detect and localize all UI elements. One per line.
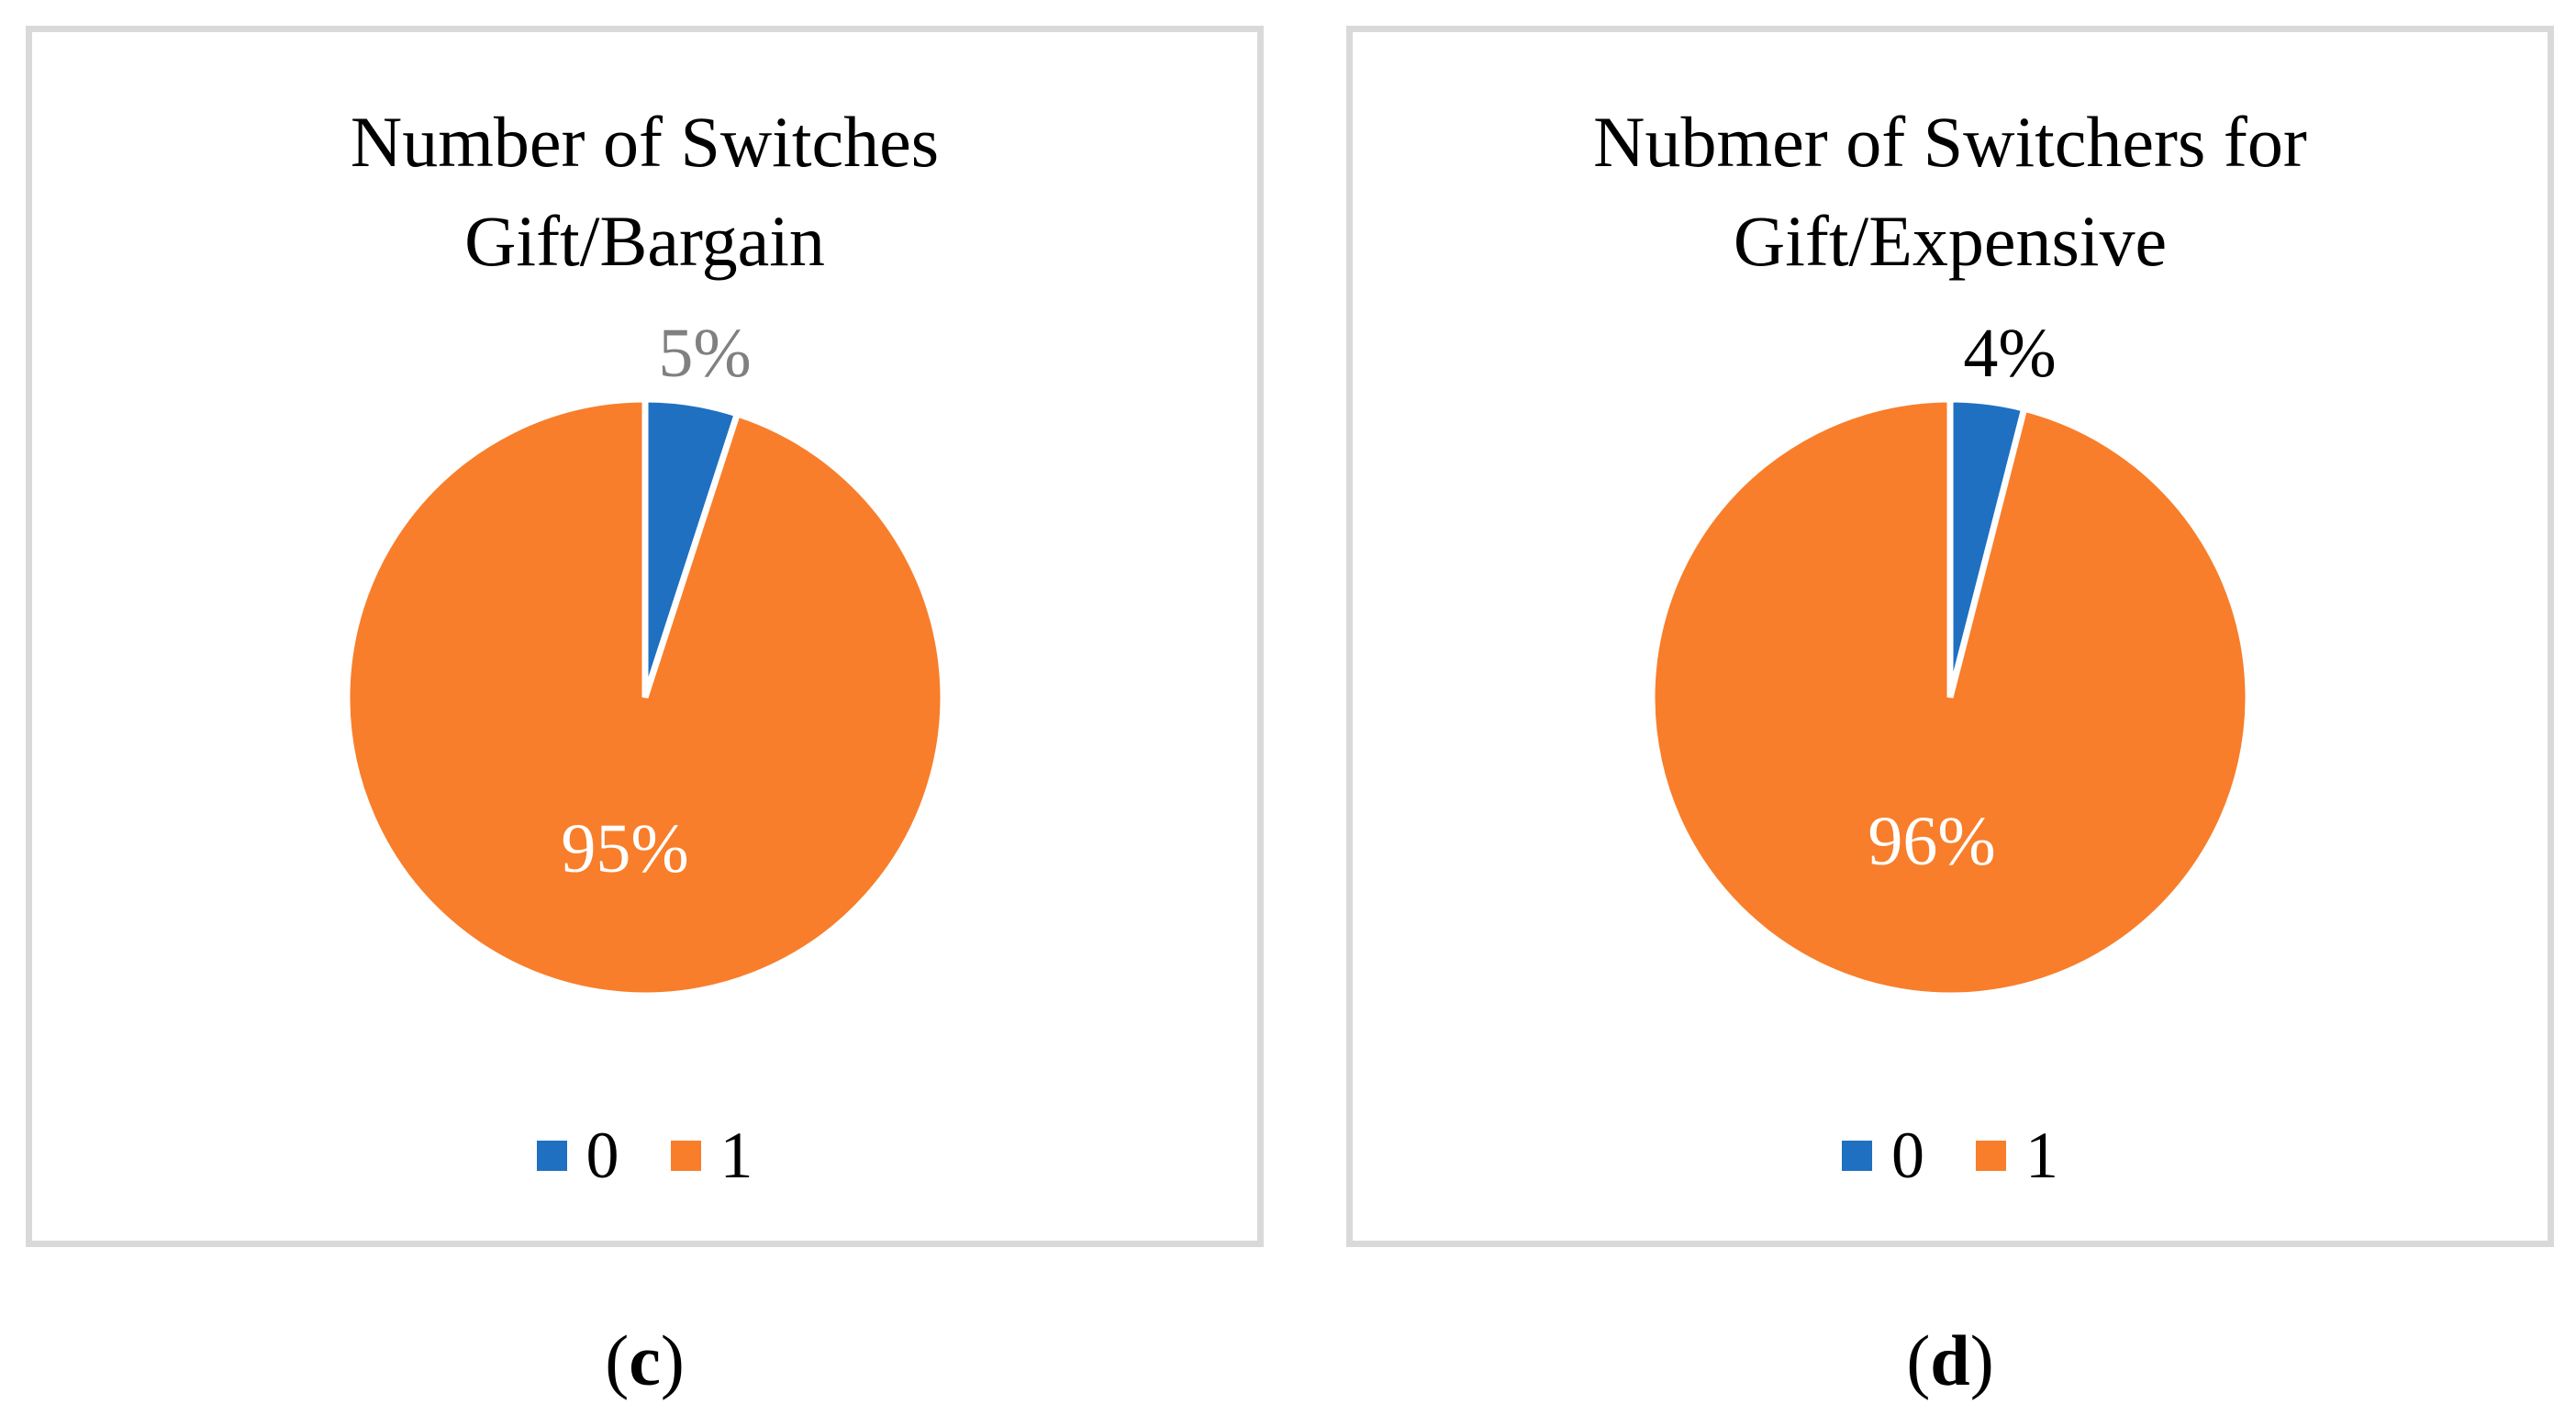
legend-swatch-blue	[1842, 1140, 1872, 1171]
chart-title-c-line1: Number of Switches	[350, 102, 940, 182]
chart-panel-c: Number of Switches Gift/Bargain 5% 95% 0…	[26, 26, 1264, 1247]
chart-title-d-line2: Gift/Expensive	[1733, 201, 2168, 281]
data-label-d-small-slice: 4%	[1963, 315, 2056, 392]
legend-swatch-orange	[670, 1140, 701, 1171]
pie-slice-c-1	[343, 396, 946, 999]
pie-slice-d-1	[1648, 396, 2252, 999]
chart-title-c: Number of Switches Gift/Bargain	[32, 93, 1257, 291]
caption-letter: d	[1930, 1320, 1970, 1400]
legend-item-c-1: 1	[670, 1119, 753, 1192]
chart-panel-d: Nubmer of Switchers for Gift/Expensive 4…	[1346, 26, 2554, 1247]
legend-item-c-0: 0	[536, 1119, 619, 1192]
data-label-d-large-slice: 96%	[1868, 803, 1995, 880]
data-label-c-small-slice: 5%	[658, 315, 751, 392]
chart-title-d-line1: Nubmer of Switchers for	[1593, 102, 2307, 182]
caption-paren: )	[660, 1320, 685, 1400]
legend-swatch-orange	[1976, 1140, 2006, 1171]
legend-label: 1	[719, 1119, 753, 1192]
pie-svg-d: 4% 96%	[1648, 315, 2252, 999]
legend-label: 1	[2025, 1119, 2058, 1192]
caption-paren: (	[1906, 1320, 1931, 1400]
figure-caption-d: (d)	[1346, 1320, 2554, 1402]
legend-label: 0	[1891, 1119, 1924, 1192]
legend-label: 0	[585, 1119, 619, 1192]
caption-paren: (	[605, 1320, 630, 1400]
legend-swatch-blue	[536, 1140, 567, 1171]
caption-paren: )	[1969, 1320, 1994, 1400]
pie-chart-d: 4% 96%	[1537, 303, 2363, 1028]
chart-title-c-line2: Gift/Bargain	[464, 201, 825, 281]
legend-c: 0 1	[32, 1122, 1257, 1188]
data-label-c-large-slice: 95%	[561, 810, 688, 887]
caption-letter: c	[629, 1320, 661, 1400]
pie-svg-c: 5% 95%	[343, 315, 946, 999]
legend-d: 0 1	[1353, 1122, 2548, 1188]
legend-item-d-1: 1	[1976, 1122, 2058, 1188]
pie-chart-c: 5% 95%	[232, 303, 1058, 1028]
chart-title-d: Nubmer of Switchers for Gift/Expensive	[1353, 93, 2548, 291]
legend-item-d-0: 0	[1842, 1122, 1924, 1188]
figure-caption-c: (c)	[26, 1320, 1264, 1402]
